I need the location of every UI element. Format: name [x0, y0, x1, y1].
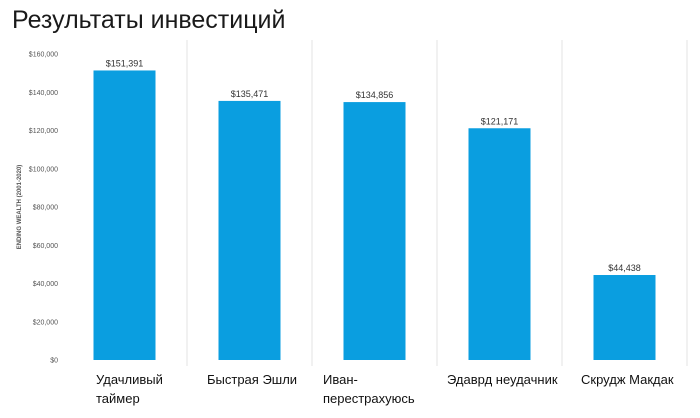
x-category-label: Эдаврд неудачник — [447, 370, 558, 389]
y-axis-label: ENDING WEALTH (2001-2020) — [17, 165, 23, 250]
page-title: Результаты инвестиций — [12, 6, 286, 34]
y-tick-label: $60,000 — [33, 243, 58, 250]
y-tick-label: $80,000 — [33, 205, 58, 212]
x-category-label-line: перестрахуюсь — [323, 391, 415, 406]
data-label: $134,856 — [356, 90, 394, 100]
x-category-label: Скрудж Макдак — [581, 370, 674, 389]
bar — [93, 70, 156, 360]
x-category-label-line: Скрудж Макдак — [581, 372, 674, 387]
x-category-label-line: таймер — [96, 391, 140, 406]
y-tick-label: $100,000 — [29, 166, 58, 173]
y-tick-label: $20,000 — [33, 319, 58, 326]
x-category-label-line: Эдаврд неудачник — [447, 372, 558, 387]
bar — [468, 128, 531, 360]
y-tick-label: $140,000 — [29, 90, 58, 97]
data-label: $121,171 — [481, 116, 519, 126]
x-category-label: Иван-перестрахуюсь — [323, 370, 415, 408]
x-category-label-line: Быстрая Эшли — [207, 372, 298, 387]
bar — [593, 275, 656, 360]
x-category-label-line: Удачливый — [96, 372, 163, 387]
y-tick-label: $160,000 — [29, 52, 58, 59]
data-label: $151,391 — [106, 58, 144, 68]
y-tick-label: $0 — [50, 358, 58, 365]
data-label: $135,471 — [231, 89, 269, 99]
data-label: $44,438 — [608, 263, 641, 273]
x-category-label: Быстрая Эшли — [207, 370, 297, 389]
bar — [218, 100, 281, 360]
x-category-label: Удачливый таймер — [96, 370, 163, 408]
bar — [343, 102, 406, 361]
y-tick-label: $120,000 — [29, 128, 58, 135]
y-tick-label: $40,000 — [33, 281, 58, 288]
x-category-label-line: Иван- — [323, 372, 358, 387]
